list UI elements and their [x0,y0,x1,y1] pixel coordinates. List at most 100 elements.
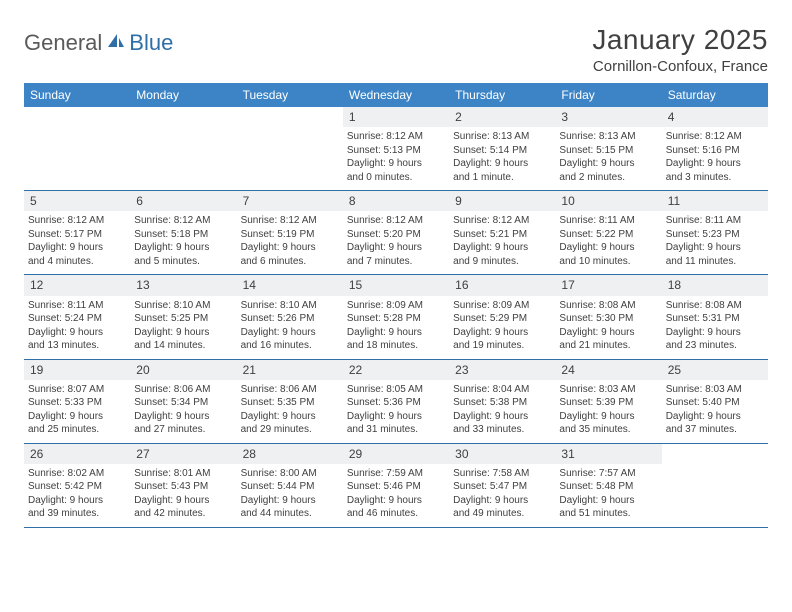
daylight-line-1: Daylight: 9 hours [241,326,339,340]
day-number: 20 [130,360,236,380]
sunset-line: Sunset: 5:48 PM [559,480,657,494]
day-cell: 16 Sunrise: 8:09 AMSunset: 5:29 PMDayligh… [449,275,555,358]
weekday-header: Saturday [662,83,768,107]
sunset-line: Sunset: 5:30 PM [559,312,657,326]
day-cell: 24Sunrise: 8:03 AMSunset: 5:39 PMDayligh… [555,360,661,443]
daylight-line-1: Daylight: 9 hours [347,410,445,424]
day-number: 6 [130,191,236,211]
day-number: 7 [237,191,343,211]
weekday-header-row: SundayMondayTuesdayWednesdayThursdayFrid… [24,83,768,107]
day-cell: 8Sunrise: 8:12 AMSunset: 5:20 PMDaylight… [343,191,449,274]
daylight-line-2: and 16 minutes. [241,339,339,353]
daylight-line-2: and 0 minutes. [347,171,445,185]
day-cell: 22Sunrise: 8:05 AMSunset: 5:36 PMDayligh… [343,360,449,443]
calendar: SundayMondayTuesdayWednesdayThursdayFrid… [24,83,768,528]
weekday-header: Wednesday [343,83,449,107]
day-number: 18 [662,275,768,295]
sunset-line: Sunset: 5:28 PM [347,312,445,326]
weekday-header: Friday [555,83,661,107]
sunset-line: Sunset: 5:38 PM [453,396,551,410]
daylight-line-1: Daylight: 9 hours [28,241,126,255]
day-number: 9 [449,191,555,211]
logo-sail-icon [104,30,127,56]
daylight-line-1: Daylight: 9 hours [453,241,551,255]
day-cell: 14Sunrise: 8:10 AMSunset: 5:26 PMDayligh… [237,275,343,358]
sunrise-line: Sunrise: 8:06 AM [134,383,232,397]
week-row: 12Sunrise: 8:11 AMSunset: 5:24 PMDayligh… [24,275,768,359]
sunset-line: Sunset: 5:46 PM [347,480,445,494]
sunrise-line: Sunrise: 8:09 AM [347,299,445,313]
daylight-line-2: and 51 minutes. [559,507,657,521]
day-number: 22 [343,360,449,380]
daylight-line-2: and 10 minutes. [559,255,657,269]
daylight-line-2: and 1 minute. [453,171,551,185]
day-cell: 19Sunrise: 8:07 AMSunset: 5:33 PMDayligh… [24,360,130,443]
daylight-line-1: Daylight: 9 hours [666,157,764,171]
sunset-line: Sunset: 5:24 PM [28,312,126,326]
daylight-line-2: and 42 minutes. [134,507,232,521]
sunset-line: Sunset: 5:43 PM [134,480,232,494]
sunset-line: Sunset: 5:16 PM [666,144,764,158]
daylight-line-2: and 29 minutes. [241,423,339,437]
logo: General Blue [24,24,173,56]
day-cell: 5Sunrise: 8:12 AMSunset: 5:17 PMDaylight… [24,191,130,274]
day-cell: 21Sunrise: 8:06 AMSunset: 5:35 PMDayligh… [237,360,343,443]
weekday-header: Monday [130,83,236,107]
day-number: 15 [343,275,449,295]
daylight-line-1: Daylight: 9 hours [453,326,551,340]
day-cell: 18Sunrise: 8:08 AMSunset: 5:31 PMDayligh… [662,275,768,358]
day-number: 8 [343,191,449,211]
sunset-line: Sunset: 5:39 PM [559,396,657,410]
daylight-line-1: Daylight: 9 hours [28,410,126,424]
sunset-line: Sunset: 5:23 PM [666,228,764,242]
daylight-line-2: and 5 minutes. [134,255,232,269]
sunrise-line: Sunrise: 8:11 AM [666,214,764,228]
daylight-line-1: Daylight: 9 hours [28,494,126,508]
sunrise-line: Sunrise: 8:11 AM [28,299,126,313]
daylight-line-1: Daylight: 9 hours [347,157,445,171]
sunrise-line: Sunrise: 8:04 AM [453,383,551,397]
day-cell: 29Sunrise: 7:59 AMSunset: 5:46 PMDayligh… [343,444,449,527]
day-cell: 25Sunrise: 8:03 AMSunset: 5:40 PMDayligh… [662,360,768,443]
sunset-line: Sunset: 5:14 PM [453,144,551,158]
day-number: 5 [24,191,130,211]
sunrise-line: Sunrise: 7:58 AM [453,467,551,481]
sunrise-line: Sunrise: 8:13 AM [453,130,551,144]
sunset-line: Sunset: 5:29 PM [453,312,551,326]
daylight-line-1: Daylight: 9 hours [453,410,551,424]
day-cell: 1 Sunrise: 8:12 AMSunset: 5:13 PMDaylight… [343,107,449,190]
daylight-line-1: Daylight: 9 hours [666,410,764,424]
sunrise-line: Sunrise: 8:12 AM [347,130,445,144]
daylight-line-2: and 9 minutes. [453,255,551,269]
day-number: 29 [343,444,449,464]
day-number: 10 [555,191,661,211]
sunrise-line: Sunrise: 8:09 AM [453,299,551,313]
day-number: 2 [449,107,555,127]
week-row: 26Sunrise: 8:02 AMSunset: 5:42 PMDayligh… [24,444,768,528]
sunset-line: Sunset: 5:44 PM [241,480,339,494]
logo-text-1: General [24,30,102,56]
sunset-line: Sunset: 5:19 PM [241,228,339,242]
sunrise-line: Sunrise: 8:08 AM [666,299,764,313]
daylight-line-1: Daylight: 9 hours [347,241,445,255]
day-cell-empty [130,107,236,190]
day-number: 17 [555,275,661,295]
day-cell-empty [24,107,130,190]
daylight-line-2: and 18 minutes. [347,339,445,353]
sunset-line: Sunset: 5:33 PM [28,396,126,410]
day-cell: 17Sunrise: 8:08 AMSunset: 5:30 PMDayligh… [555,275,661,358]
sunset-line: Sunset: 5:15 PM [559,144,657,158]
day-cell: 23Sunrise: 8:04 AMSunset: 5:38 PMDayligh… [449,360,555,443]
week-row: 5Sunrise: 8:12 AMSunset: 5:17 PMDaylight… [24,191,768,275]
sunset-line: Sunset: 5:13 PM [347,144,445,158]
day-cell: 10Sunrise: 8:11 AMSunset: 5:22 PMDayligh… [555,191,661,274]
daylight-line-2: and 25 minutes. [28,423,126,437]
sunset-line: Sunset: 5:21 PM [453,228,551,242]
day-number: 16 [449,275,555,295]
day-number: 1 [343,107,449,127]
sunrise-line: Sunrise: 8:01 AM [134,467,232,481]
sunset-line: Sunset: 5:25 PM [134,312,232,326]
daylight-line-2: and 19 minutes. [453,339,551,353]
daylight-line-1: Daylight: 9 hours [347,494,445,508]
day-cell: 12Sunrise: 8:11 AMSunset: 5:24 PMDayligh… [24,275,130,358]
